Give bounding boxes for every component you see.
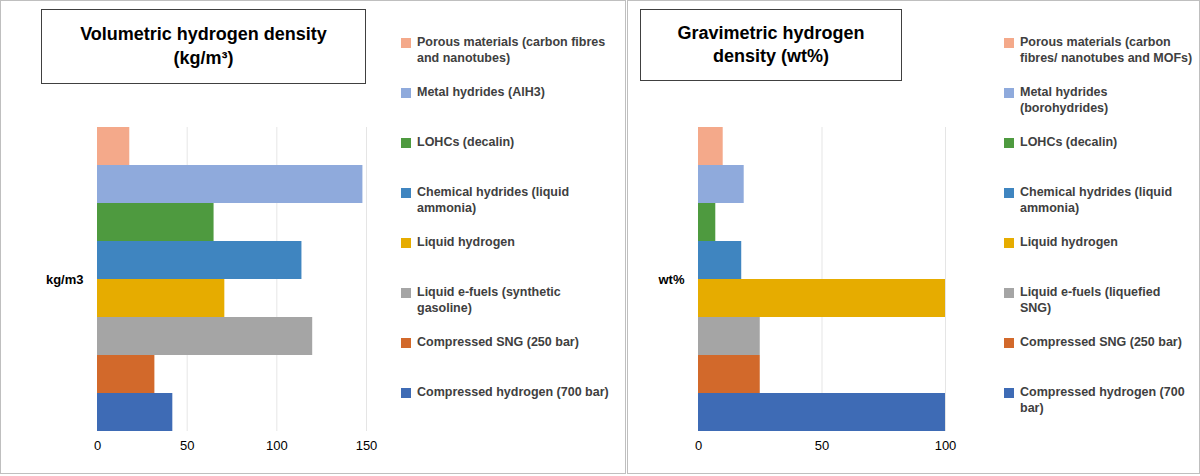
html-text:Gravimetric hydrogen density (: Gravimetric hydrogen density (wt%) <box>677 22 865 66</box>
html-text:Porous materials (carbon fibre: Porous materials (carbon fibres and nano… <box>417 35 606 65</box>
svg-text:150: 150 <box>356 438 378 453</box>
svg-text:wt%: wt% <box>658 272 685 287</box>
html-text:Volumetric hydrogen density (k: Volumetric hydrogen density (kg/m³) <box>80 24 327 68</box>
html-text:Compressed hydrogen (700 bar): Compressed hydrogen (700 bar) <box>1020 385 1185 415</box>
html-text:Liquid hydrogen: Liquid hydrogen <box>417 235 515 249</box>
html-text:Compressed SNG (250 bar): Compressed SNG (250 bar) <box>417 335 579 349</box>
html-text:Liquid hydrogen: Liquid hydrogen <box>1020 235 1118 249</box>
html-text:Porous materials (carbon fibre: Porous materials (carbon fibres/ nanotub… <box>1020 35 1193 65</box>
html-text:Liquid e-fuels (liquefied SNG): Liquid e-fuels (liquefied SNG) <box>1020 285 1161 315</box>
html-text:Compressed hydrogen (700 bar): Compressed hydrogen (700 bar) <box>417 385 609 399</box>
html-text:Liquid e-fuels (synthetic gaso: Liquid e-fuels (synthetic gasoline) <box>417 285 561 315</box>
html-text:Metal hydrides (borohydrides): Metal hydrides (borohydrides) <box>1020 85 1109 115</box>
html-text:Metal hydrides (AlH3): Metal hydrides (AlH3) <box>417 85 545 99</box>
html-text:LOHCs (decalin): LOHCs (decalin) <box>1020 135 1118 149</box>
svg-text:50: 50 <box>180 438 194 453</box>
svg-text:100: 100 <box>935 438 957 453</box>
svg-text:50: 50 <box>815 438 829 453</box>
html-text:Compressed SNG (250 bar): Compressed SNG (250 bar) <box>1020 335 1182 349</box>
svg-text:0: 0 <box>94 438 101 453</box>
html-text:LOHCs (decalin): LOHCs (decalin) <box>417 135 515 149</box>
svg-text:100: 100 <box>266 438 288 453</box>
svg-text:kg/m3: kg/m3 <box>46 272 84 287</box>
html-text:Chemical hydrides (liquid ammo: Chemical hydrides (liquid ammonia) <box>1020 185 1173 215</box>
svg-text:0: 0 <box>695 438 702 453</box>
html-text:Chemical hydrides (liquid ammo: Chemical hydrides (liquid ammonia) <box>417 185 570 215</box>
